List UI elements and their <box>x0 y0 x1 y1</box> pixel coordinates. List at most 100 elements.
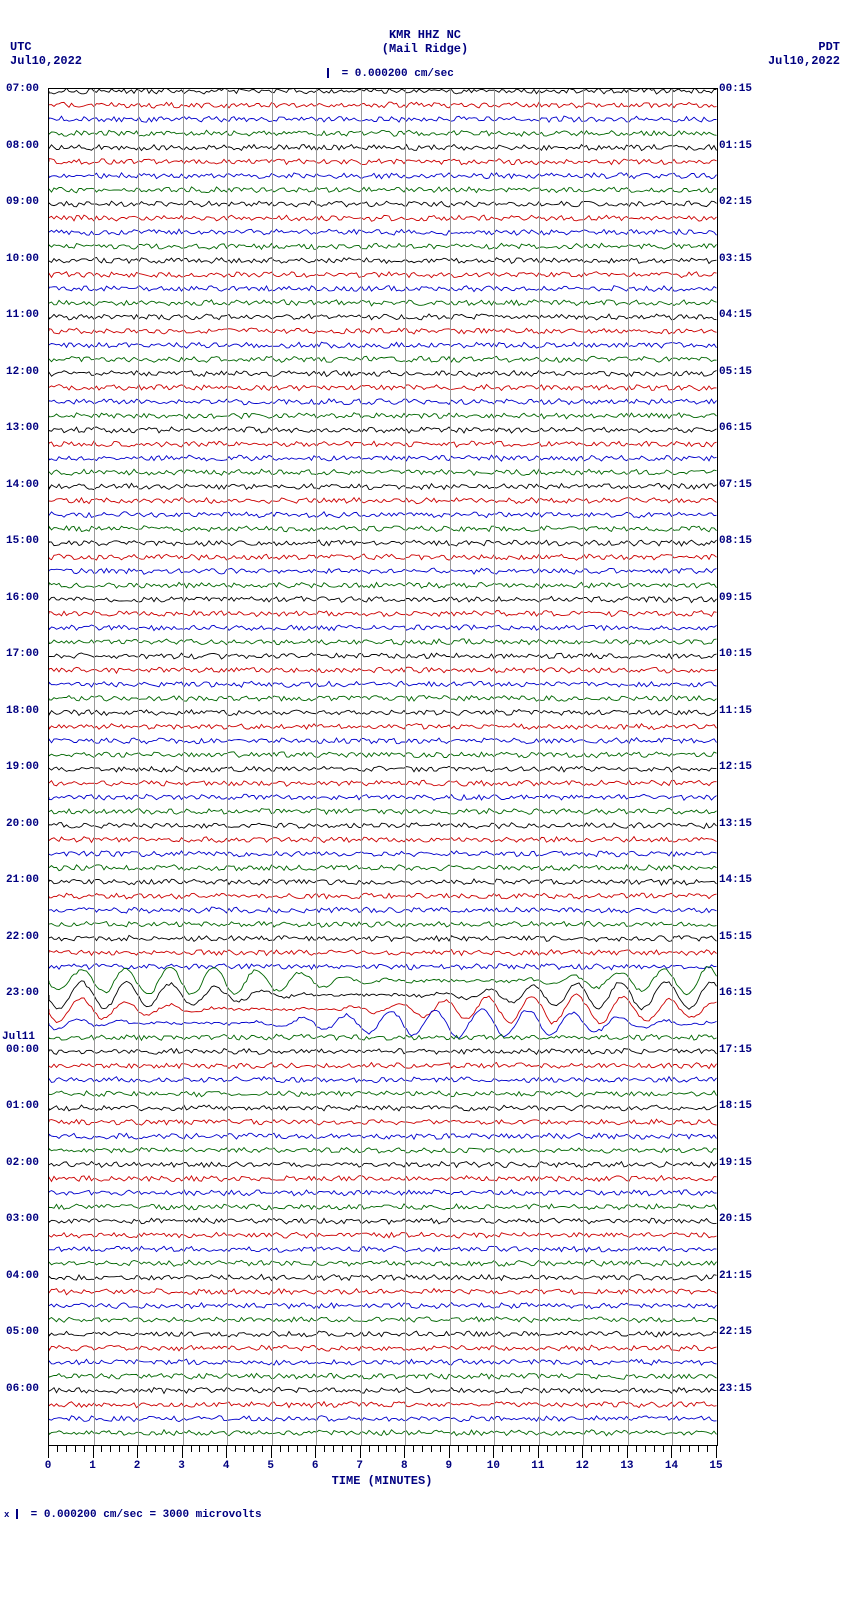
grid-line-v <box>94 89 95 1445</box>
utc-hour-label: 00:00 <box>6 1044 39 1056</box>
seismic-trace <box>49 187 717 193</box>
x-tick-minor <box>173 1446 174 1452</box>
x-tick-minor <box>618 1446 619 1452</box>
scale-reference: = 0.000200 cm/sec <box>327 68 454 80</box>
x-tick-minor <box>101 1446 102 1452</box>
seismic-trace <box>49 89 717 94</box>
seismic-trace <box>49 681 717 687</box>
seismic-trace <box>49 780 717 786</box>
x-tick-minor <box>235 1446 236 1452</box>
x-tick-minor <box>199 1446 200 1452</box>
seismic-trace <box>49 145 717 151</box>
seismic-trace <box>49 794 717 800</box>
x-tick-minor <box>600 1446 601 1452</box>
grid-line-v <box>316 89 317 1445</box>
x-tick-minor <box>413 1446 414 1452</box>
seismic-trace <box>49 215 717 221</box>
x-tick-minor <box>333 1446 334 1452</box>
x-tick-major <box>404 1446 405 1458</box>
x-tick-label: 7 <box>356 1460 363 1472</box>
x-tick-minor <box>342 1446 343 1452</box>
x-tick-major <box>93 1446 94 1458</box>
utc-hour-label: 15:00 <box>6 535 39 547</box>
grid-line-v <box>405 89 406 1445</box>
seismogram-plot <box>48 88 718 1446</box>
seismic-trace <box>49 1009 717 1039</box>
x-tick-minor <box>645 1446 646 1452</box>
seismic-trace <box>49 342 717 348</box>
seismic-trace <box>49 526 717 532</box>
seismic-trace <box>49 1402 717 1408</box>
x-tick-major <box>449 1446 450 1458</box>
seismic-trace <box>49 695 717 701</box>
utc-hour-label: 08:00 <box>6 140 39 152</box>
x-axis-title: TIME (MINUTES) <box>332 1474 433 1488</box>
seismic-trace <box>49 498 717 504</box>
x-tick-minor <box>208 1446 209 1452</box>
footer-scale: x = 0.000200 cm/sec = 3000 microvolts <box>4 1509 262 1521</box>
utc-hour-label: 17:00 <box>6 648 39 660</box>
x-tick-label: 15 <box>709 1460 722 1472</box>
seismic-trace <box>49 130 717 136</box>
x-tick-major <box>48 1446 49 1458</box>
seismic-trace <box>49 639 717 645</box>
x-tick-label: 5 <box>267 1460 274 1472</box>
seismic-trace <box>49 483 717 489</box>
pdt-hour-label: 06:15 <box>719 422 752 434</box>
seismic-trace <box>49 1345 717 1351</box>
footer-text: = 0.000200 cm/sec = 3000 microvolts <box>31 1509 262 1521</box>
seismic-trace <box>49 1119 717 1125</box>
scale-text: = 0.000200 cm/sec <box>342 68 454 80</box>
seismic-trace <box>49 808 717 814</box>
seismic-trace <box>49 159 717 165</box>
seismic-trace <box>49 102 717 108</box>
seismic-trace <box>49 921 717 927</box>
seismic-trace <box>49 611 717 617</box>
pdt-hour-label: 02:15 <box>719 196 752 208</box>
seismic-trace <box>49 1148 717 1153</box>
utc-hour-label: 21:00 <box>6 874 39 886</box>
pdt-hour-label: 13:15 <box>719 818 752 830</box>
seismic-trace <box>49 837 717 843</box>
seismic-trace <box>49 994 717 1024</box>
x-tick-major <box>582 1446 583 1458</box>
seismic-trace <box>49 554 717 560</box>
seismic-trace <box>49 653 717 659</box>
utc-hour-label: 06:00 <box>6 1383 39 1395</box>
x-tick-minor <box>395 1446 396 1452</box>
seismic-trace <box>49 582 717 588</box>
pdt-hour-label: 09:15 <box>719 592 752 604</box>
x-tick-minor <box>386 1446 387 1452</box>
traces-svg <box>49 89 717 1445</box>
pdt-hour-label: 22:15 <box>719 1326 752 1338</box>
seismic-trace <box>49 1034 717 1040</box>
x-tick-minor <box>288 1446 289 1452</box>
x-tick-major <box>627 1446 628 1458</box>
x-tick-minor <box>502 1446 503 1452</box>
seismic-trace <box>49 625 717 631</box>
grid-line-v <box>361 89 362 1445</box>
seismic-trace <box>49 1162 717 1168</box>
seismic-trace <box>49 385 717 391</box>
x-tick-major <box>716 1446 717 1458</box>
utc-tz-label: UTC <box>10 40 32 54</box>
x-tick-major <box>493 1446 494 1458</box>
seismic-trace <box>49 597 717 603</box>
seismic-trace <box>49 1260 717 1266</box>
grid-line-v <box>272 89 273 1445</box>
x-tick-minor <box>707 1446 708 1452</box>
utc-hour-label: 09:00 <box>6 196 39 208</box>
x-tick-minor <box>378 1446 379 1452</box>
x-tick-major <box>671 1446 672 1458</box>
grid-line-v <box>672 89 673 1445</box>
seismic-trace <box>49 1077 717 1083</box>
x-tick-minor <box>351 1446 352 1452</box>
seismic-trace <box>49 1373 717 1379</box>
x-tick-minor <box>511 1446 512 1452</box>
x-tick-minor <box>75 1446 76 1452</box>
seismic-trace <box>49 981 717 1010</box>
x-tick-label: 11 <box>531 1460 544 1472</box>
x-tick-label: 12 <box>576 1460 589 1472</box>
x-tick-minor <box>146 1446 147 1452</box>
pdt-hour-label: 18:15 <box>719 1100 752 1112</box>
